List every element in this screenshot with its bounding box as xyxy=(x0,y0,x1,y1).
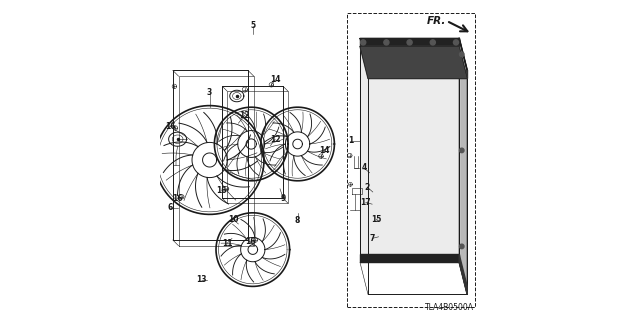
Text: 10: 10 xyxy=(228,215,238,224)
Text: TLA4B0500A: TLA4B0500A xyxy=(424,303,474,312)
Polygon shape xyxy=(360,46,467,78)
Text: 17: 17 xyxy=(360,198,371,207)
Polygon shape xyxy=(360,38,460,46)
Polygon shape xyxy=(460,254,467,294)
Circle shape xyxy=(360,40,366,45)
Polygon shape xyxy=(360,254,460,262)
Text: 14: 14 xyxy=(270,76,280,84)
Circle shape xyxy=(430,40,435,45)
Text: 11: 11 xyxy=(222,239,232,248)
Text: 5: 5 xyxy=(250,21,255,30)
Text: 2: 2 xyxy=(365,183,370,192)
Text: 16: 16 xyxy=(165,122,175,131)
Text: 4: 4 xyxy=(362,164,367,172)
Text: 16: 16 xyxy=(245,237,256,246)
Text: 12: 12 xyxy=(239,111,250,120)
Text: 8: 8 xyxy=(295,216,300,225)
Circle shape xyxy=(460,52,464,57)
Text: 16: 16 xyxy=(172,194,182,203)
Text: 14: 14 xyxy=(319,146,330,155)
Polygon shape xyxy=(460,38,467,294)
Circle shape xyxy=(460,148,464,153)
Text: 16: 16 xyxy=(216,186,227,195)
Text: FR.: FR. xyxy=(427,16,447,26)
Bar xyxy=(347,13,475,307)
Circle shape xyxy=(384,40,389,45)
Text: 3: 3 xyxy=(207,88,212,97)
Text: 1: 1 xyxy=(348,136,353,145)
Circle shape xyxy=(407,40,412,45)
Text: 12: 12 xyxy=(270,135,280,144)
Text: 7: 7 xyxy=(369,234,375,243)
Text: 9: 9 xyxy=(280,194,286,203)
Text: 13: 13 xyxy=(196,276,207,284)
Text: 6: 6 xyxy=(168,204,173,212)
Text: 15: 15 xyxy=(371,215,381,224)
Circle shape xyxy=(460,244,464,249)
Polygon shape xyxy=(360,38,467,70)
Polygon shape xyxy=(360,38,460,262)
Polygon shape xyxy=(368,70,467,78)
Circle shape xyxy=(453,40,458,45)
